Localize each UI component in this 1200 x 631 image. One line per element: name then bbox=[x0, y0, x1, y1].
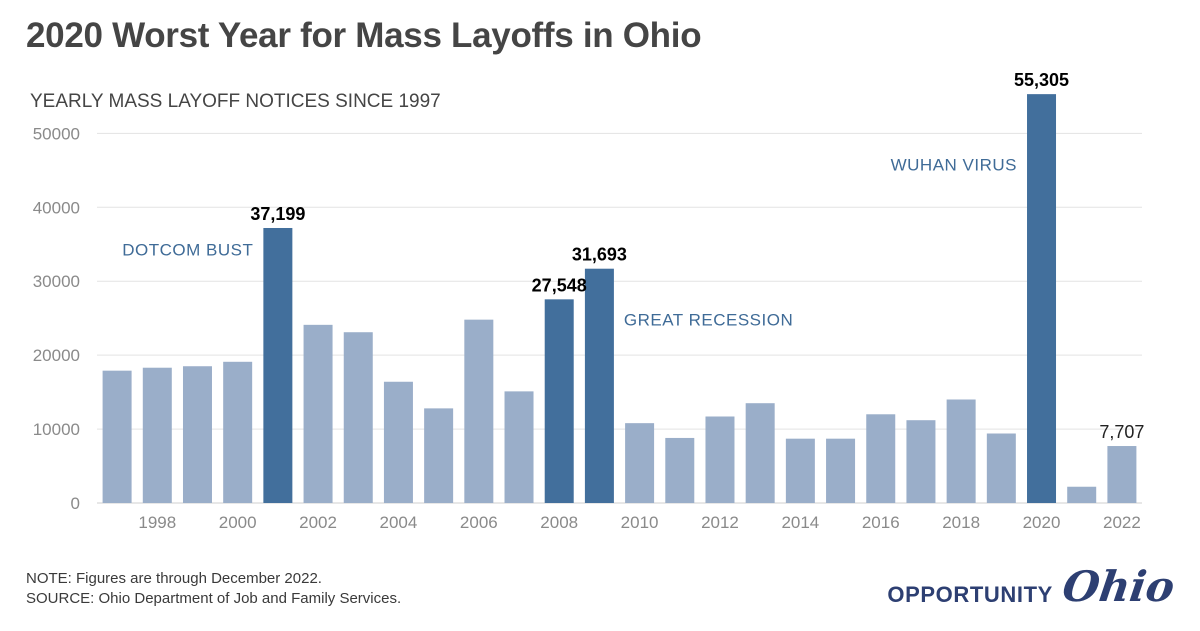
bar-2004 bbox=[383, 381, 413, 503]
y-tick-label: 50000 bbox=[33, 124, 80, 143]
data-labels: 37,199 27,548 31,693 55,305 7,707 bbox=[250, 70, 1144, 442]
footnote-note: NOTE: Figures are through December 2022. bbox=[26, 570, 322, 587]
opportunity-ohio-logo: OPPORTUNITY Ohio bbox=[887, 562, 1178, 611]
bar-1999 bbox=[182, 366, 212, 503]
bar-2011 bbox=[665, 437, 695, 503]
logo-script: Ohio bbox=[1059, 562, 1178, 611]
x-tick-label: 2002 bbox=[299, 513, 337, 532]
bar-2014 bbox=[785, 438, 815, 503]
x-tick-label: 2000 bbox=[219, 513, 257, 532]
data-label-2020: 55,305 bbox=[1014, 70, 1069, 90]
bar-2002 bbox=[303, 324, 333, 503]
x-tick-label: 2012 bbox=[701, 513, 739, 532]
chart-title: 2020 Worst Year for Mass Layoffs in Ohio bbox=[26, 16, 702, 55]
annotation-label: GREAT RECESSION bbox=[624, 311, 793, 330]
bar-2013 bbox=[745, 403, 775, 503]
gridlines bbox=[97, 132, 1142, 504]
bar-2007 bbox=[504, 391, 534, 503]
x-tick-label: 2016 bbox=[862, 513, 900, 532]
y-axis: 0 10000 20000 30000 40000 50000 bbox=[33, 124, 80, 513]
y-tick-label: 20000 bbox=[33, 346, 80, 365]
bar-1998 bbox=[142, 367, 172, 503]
x-tick-label: 2006 bbox=[460, 513, 498, 532]
data-label-2009: 31,693 bbox=[572, 245, 627, 265]
annotation-label: DOTCOM BUST bbox=[122, 240, 253, 259]
x-tick-label: 2008 bbox=[540, 513, 578, 532]
bar-2019 bbox=[986, 433, 1016, 503]
bar-2020 bbox=[1027, 94, 1057, 504]
bar-2006 bbox=[464, 319, 494, 503]
bar-2012 bbox=[705, 416, 735, 503]
bar-2009 bbox=[584, 268, 614, 503]
bar-2015 bbox=[826, 438, 856, 503]
bar-2010 bbox=[625, 423, 655, 503]
bar-2018 bbox=[946, 399, 976, 503]
bar-2017 bbox=[906, 420, 936, 503]
x-tick-label: 2018 bbox=[942, 513, 980, 532]
bar-2001 bbox=[263, 227, 293, 503]
bar-2003 bbox=[343, 332, 373, 503]
x-tick-label: 2014 bbox=[781, 513, 819, 532]
bars bbox=[102, 94, 1137, 504]
bar-2008 bbox=[544, 299, 574, 503]
data-label-2022: 7,707 bbox=[1099, 422, 1144, 442]
bar-1997 bbox=[102, 370, 132, 503]
y-tick-label: 10000 bbox=[33, 420, 80, 439]
x-tick-label: 2004 bbox=[380, 513, 418, 532]
bar-2022 bbox=[1107, 446, 1137, 503]
bar-2021 bbox=[1067, 486, 1097, 503]
data-label-2008: 27,548 bbox=[532, 275, 587, 295]
y-tick-label: 0 bbox=[71, 494, 80, 513]
logo-wordmark: OPPORTUNITY bbox=[887, 582, 1053, 607]
x-tick-label: 2010 bbox=[621, 513, 659, 532]
annotations: DOTCOM BUST GREAT RECESSION WUHAN VIRUS bbox=[122, 155, 1017, 330]
data-label-2001: 37,199 bbox=[250, 204, 305, 224]
annotation-label: WUHAN VIRUS bbox=[891, 155, 1017, 174]
chart-subtitle: YEARLY MASS LAYOFF NOTICES SINCE 1997 bbox=[30, 91, 441, 112]
bar-2005 bbox=[424, 408, 454, 503]
bar-2000 bbox=[223, 361, 253, 503]
x-tick-label: 1998 bbox=[138, 513, 176, 532]
x-tick-label: 2020 bbox=[1023, 513, 1061, 532]
x-axis: 1998 2000 2002 2004 2006 2008 2010 2012 2014 2016… bbox=[138, 513, 1140, 532]
y-tick-label: 30000 bbox=[33, 272, 80, 291]
y-tick-label: 40000 bbox=[33, 198, 80, 217]
x-tick-label: 2022 bbox=[1103, 513, 1141, 532]
bar-2016 bbox=[866, 414, 896, 503]
footnote-source: SOURCE: Ohio Department of Job and Famil… bbox=[26, 590, 402, 607]
